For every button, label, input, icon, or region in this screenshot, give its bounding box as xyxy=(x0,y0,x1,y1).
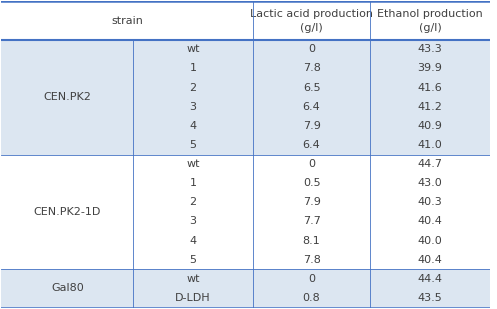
Text: CEN.PK2: CEN.PK2 xyxy=(43,92,91,102)
Text: wt: wt xyxy=(186,44,200,54)
Text: Gal80: Gal80 xyxy=(51,283,83,294)
Text: 41.0: 41.0 xyxy=(417,140,442,150)
Text: 43.5: 43.5 xyxy=(417,293,442,303)
Text: 7.9: 7.9 xyxy=(303,121,321,131)
Text: 1: 1 xyxy=(190,63,197,73)
Text: 41.6: 41.6 xyxy=(417,83,442,92)
Text: Ethanol production
(g/l): Ethanol production (g/l) xyxy=(377,9,483,32)
Text: 7.9: 7.9 xyxy=(303,197,321,207)
Text: 43.0: 43.0 xyxy=(417,178,442,188)
Text: 40.4: 40.4 xyxy=(417,217,442,226)
Text: 6.4: 6.4 xyxy=(303,140,321,150)
Text: 0.8: 0.8 xyxy=(303,293,321,303)
Text: 43.3: 43.3 xyxy=(417,44,442,54)
Text: 40.0: 40.0 xyxy=(417,236,442,246)
Text: 4: 4 xyxy=(189,236,197,246)
Text: 4: 4 xyxy=(189,121,197,131)
Text: 41.2: 41.2 xyxy=(417,102,442,112)
Bar xyxy=(1,154,490,269)
Text: 5: 5 xyxy=(190,255,197,265)
Text: 2: 2 xyxy=(189,83,197,92)
Text: 8.1: 8.1 xyxy=(303,236,321,246)
Text: 5: 5 xyxy=(190,140,197,150)
Text: 40.4: 40.4 xyxy=(417,255,442,265)
Text: 7.8: 7.8 xyxy=(303,63,321,73)
Text: 7.8: 7.8 xyxy=(303,255,321,265)
Bar xyxy=(1,269,490,308)
Text: D-LDH: D-LDH xyxy=(175,293,211,303)
Text: 40.9: 40.9 xyxy=(417,121,442,131)
Text: 3: 3 xyxy=(190,102,197,112)
Text: wt: wt xyxy=(186,159,200,169)
Text: 7.7: 7.7 xyxy=(303,217,321,226)
Text: 44.4: 44.4 xyxy=(417,274,442,284)
Text: 0: 0 xyxy=(308,274,315,284)
Text: 6.4: 6.4 xyxy=(303,102,321,112)
Text: 6.5: 6.5 xyxy=(303,83,321,92)
Bar xyxy=(1,1,490,40)
Text: 3: 3 xyxy=(190,217,197,226)
Text: 40.3: 40.3 xyxy=(417,197,442,207)
Bar xyxy=(1,40,490,154)
Text: 2: 2 xyxy=(189,197,197,207)
Text: 39.9: 39.9 xyxy=(417,63,442,73)
Text: 0: 0 xyxy=(308,44,315,54)
Text: 0.5: 0.5 xyxy=(303,178,321,188)
Text: Lactic acid production
(g/l): Lactic acid production (g/l) xyxy=(250,9,373,32)
Text: CEN.PK2-1D: CEN.PK2-1D xyxy=(34,207,101,217)
Text: 44.7: 44.7 xyxy=(417,159,442,169)
Text: 1: 1 xyxy=(190,178,197,188)
Text: strain: strain xyxy=(111,15,143,26)
Text: wt: wt xyxy=(186,274,200,284)
Text: 0: 0 xyxy=(308,159,315,169)
